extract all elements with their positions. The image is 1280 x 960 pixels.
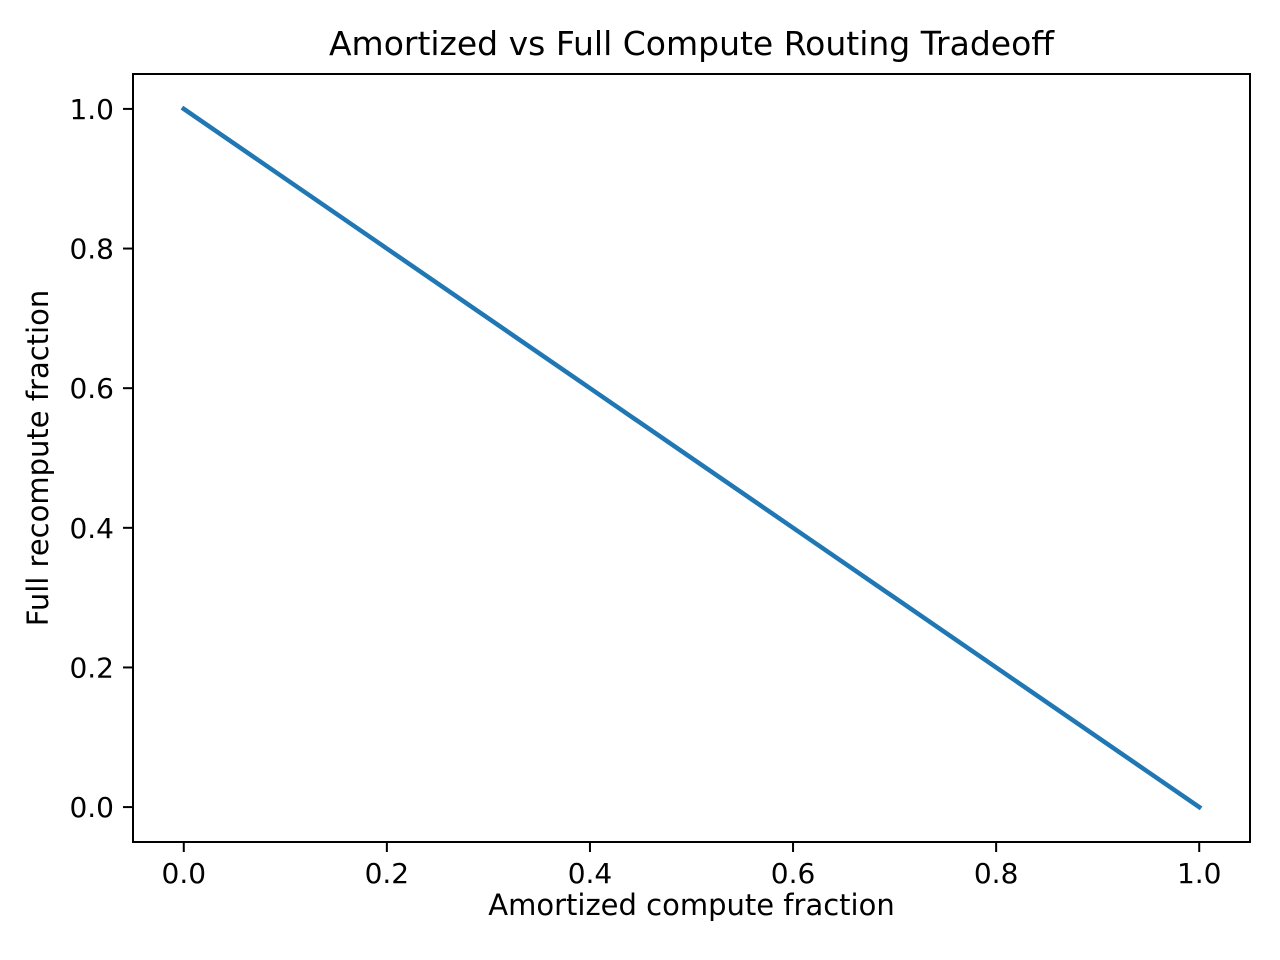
x-tick-label: 0.8 bbox=[974, 857, 1019, 890]
y-axis-tick-labels: 0.0 0.2 0.4 0.6 0.8 1.0 bbox=[69, 93, 114, 824]
y-tick-label: 0.8 bbox=[69, 233, 114, 266]
y-tick-label: 0.4 bbox=[69, 512, 114, 545]
x-tick-label: 0.2 bbox=[365, 857, 410, 890]
axes-frame bbox=[132, 73, 1251, 843]
chart-title: Amortized vs Full Compute Routing Tradeo… bbox=[328, 24, 1055, 63]
y-tick-label: 0.6 bbox=[69, 372, 114, 405]
x-axis-label: Amortized compute fraction bbox=[488, 888, 895, 922]
x-tick-label: 0.6 bbox=[771, 857, 816, 890]
y-tick-label: 0.0 bbox=[69, 791, 114, 824]
x-axis-tick-labels: 0.0 0.2 0.4 0.6 0.8 1.0 bbox=[162, 857, 1222, 890]
series-line bbox=[180, 105, 1203, 811]
x-axis-ticks bbox=[182, 842, 1201, 852]
y-tick-label: 0.2 bbox=[69, 651, 114, 684]
x-tick-label: 0.4 bbox=[568, 857, 613, 890]
y-tick-label: 1.0 bbox=[69, 93, 114, 126]
y-axis-ticks bbox=[123, 107, 133, 809]
x-tick-label: 1.0 bbox=[1177, 857, 1222, 890]
x-tick-label: 0.0 bbox=[162, 857, 207, 890]
y-axis-label: Full recompute fraction bbox=[21, 289, 55, 627]
